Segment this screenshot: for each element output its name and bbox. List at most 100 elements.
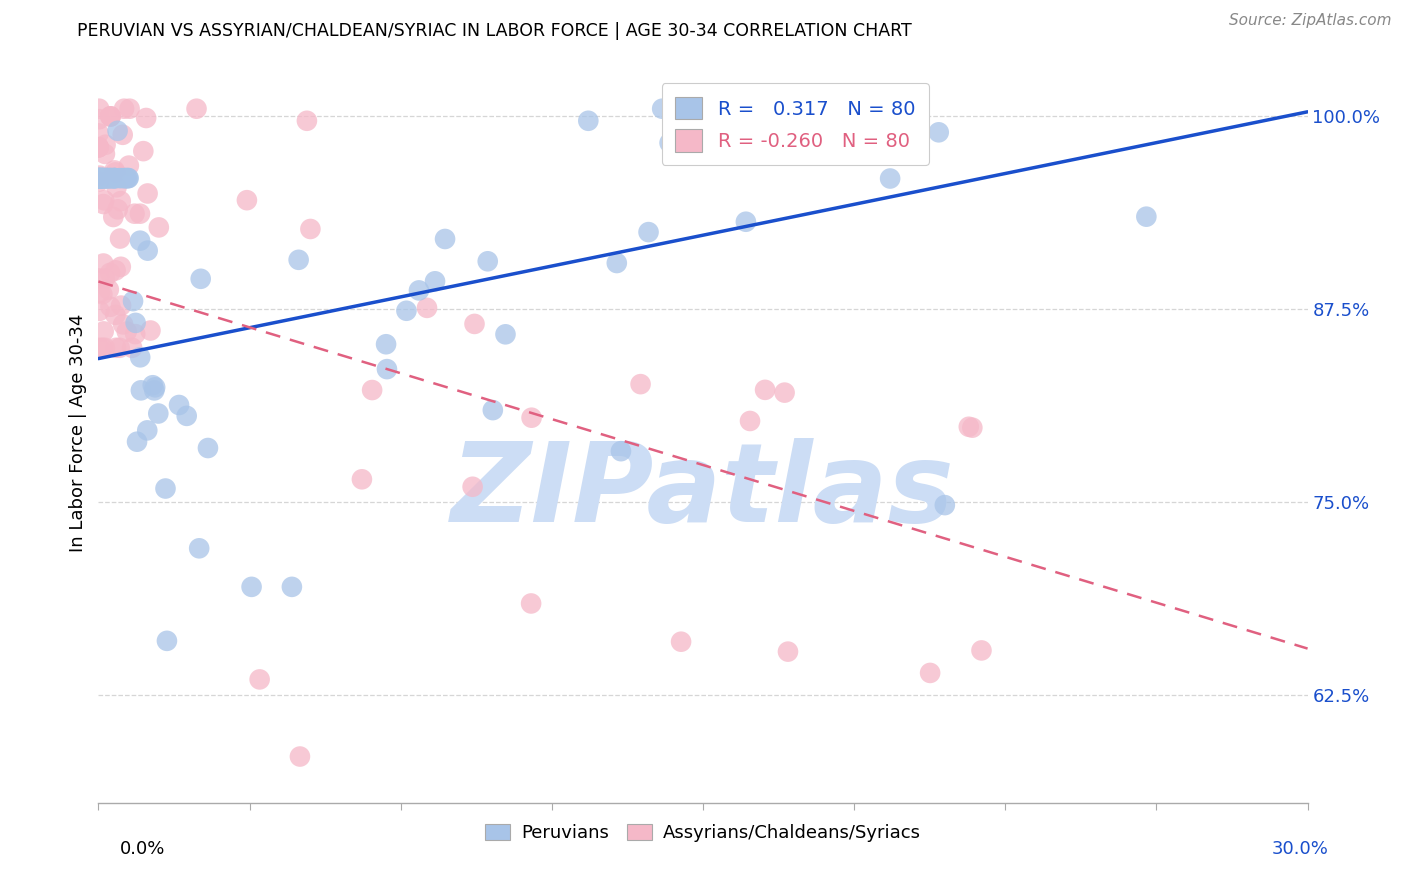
Point xyxy=(108,341,131,355)
Point xyxy=(93,171,115,186)
Point xyxy=(136,423,159,437)
Point xyxy=(87,175,110,189)
Point xyxy=(920,665,942,680)
Point xyxy=(408,284,430,298)
Point xyxy=(104,263,127,277)
Point xyxy=(100,171,122,186)
Point xyxy=(773,385,796,400)
Point xyxy=(375,337,398,351)
Point xyxy=(94,341,117,355)
Legend: Peruvians, Assyrians/Chaldeans/Syriacs: Peruvians, Assyrians/Chaldeans/Syriacs xyxy=(478,816,928,849)
Point xyxy=(299,222,322,236)
Point xyxy=(100,110,122,124)
Point xyxy=(100,171,122,186)
Point xyxy=(104,171,127,186)
Point xyxy=(236,193,259,207)
Point xyxy=(520,410,543,425)
Point xyxy=(87,171,110,186)
Point xyxy=(934,498,956,512)
Point xyxy=(94,271,117,285)
Point xyxy=(96,171,118,186)
Point xyxy=(115,171,138,186)
Point xyxy=(188,541,211,556)
Point xyxy=(288,749,311,764)
Point xyxy=(190,272,212,286)
Point xyxy=(637,225,659,239)
Point xyxy=(110,194,132,208)
Point xyxy=(96,171,118,186)
Point xyxy=(103,171,125,186)
Point xyxy=(155,482,177,496)
Point xyxy=(90,171,112,186)
Point xyxy=(91,341,114,355)
Point xyxy=(495,327,517,342)
Point xyxy=(281,580,304,594)
Y-axis label: In Labor Force | Age 30-34: In Labor Force | Age 30-34 xyxy=(69,313,87,552)
Point xyxy=(100,300,122,314)
Point xyxy=(630,377,652,392)
Point xyxy=(738,414,761,428)
Point xyxy=(434,232,457,246)
Point xyxy=(121,341,143,355)
Point xyxy=(91,171,114,186)
Point xyxy=(108,171,131,186)
Point xyxy=(97,171,120,186)
Point xyxy=(135,111,157,125)
Point xyxy=(129,384,152,398)
Point xyxy=(124,207,146,221)
Point xyxy=(129,351,152,365)
Point xyxy=(111,128,134,142)
Point xyxy=(879,171,901,186)
Point xyxy=(98,266,121,280)
Point xyxy=(87,140,110,154)
Point xyxy=(295,113,318,128)
Point xyxy=(197,441,219,455)
Point xyxy=(94,137,117,152)
Point xyxy=(93,197,115,211)
Point xyxy=(962,420,984,434)
Point xyxy=(89,169,111,183)
Text: Source: ZipAtlas.com: Source: ZipAtlas.com xyxy=(1229,13,1392,29)
Point xyxy=(148,407,170,421)
Point xyxy=(776,645,799,659)
Point xyxy=(129,234,152,248)
Point xyxy=(136,186,159,201)
Point xyxy=(93,325,115,339)
Point xyxy=(463,317,485,331)
Point xyxy=(287,252,309,267)
Point xyxy=(114,171,136,186)
Point xyxy=(754,383,776,397)
Point xyxy=(87,171,110,186)
Point xyxy=(240,580,263,594)
Point xyxy=(107,202,129,217)
Point xyxy=(108,231,131,245)
Point xyxy=(105,341,128,355)
Point xyxy=(136,244,159,258)
Point xyxy=(90,171,112,186)
Point xyxy=(87,171,110,186)
Point xyxy=(90,171,112,186)
Point xyxy=(651,102,673,116)
Point xyxy=(115,325,138,339)
Point xyxy=(658,136,681,150)
Point xyxy=(139,324,162,338)
Point xyxy=(89,112,111,127)
Point xyxy=(249,673,271,687)
Point xyxy=(576,113,599,128)
Point xyxy=(87,140,110,154)
Point xyxy=(928,125,950,139)
Point xyxy=(482,403,505,417)
Point xyxy=(350,472,373,486)
Point xyxy=(91,287,114,301)
Text: 0.0%: 0.0% xyxy=(120,840,165,858)
Point xyxy=(186,102,208,116)
Point xyxy=(143,384,166,398)
Point xyxy=(125,434,148,449)
Point xyxy=(89,171,111,186)
Point xyxy=(167,398,190,412)
Point xyxy=(89,171,111,186)
Point xyxy=(100,110,122,124)
Point xyxy=(87,171,110,186)
Point xyxy=(89,285,111,300)
Point xyxy=(103,210,125,224)
